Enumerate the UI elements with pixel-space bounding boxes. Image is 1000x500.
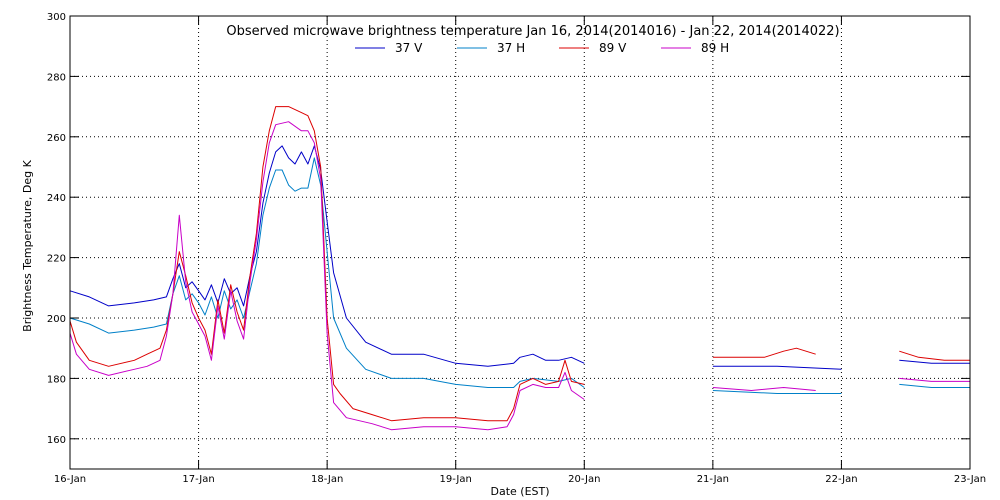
series-line-37-v — [899, 359, 970, 364]
y-tick-label: 240 — [47, 193, 66, 204]
series-lines — [69, 106, 970, 431]
series-line-89-h — [899, 377, 970, 382]
x-tick-label: 19-Jan — [440, 474, 472, 485]
chart-title: Observed microwave brightness temperatur… — [226, 24, 839, 39]
x-tick-label: 22-Jan — [825, 474, 857, 485]
plot-frame — [69, 15, 971, 470]
y-tick-label: 260 — [47, 133, 66, 144]
x-tick-label: 20-Jan — [568, 474, 600, 485]
legend-item: 37 H — [457, 41, 525, 55]
legend-label: 89 V — [599, 41, 627, 55]
series-line-37-v — [712, 365, 842, 370]
legend: 37 V 37 H 89 V 89 H — [355, 41, 729, 55]
series-line-37-v — [69, 145, 585, 367]
grid — [70, 16, 970, 469]
x-tick-label: 23-Jan — [954, 474, 986, 485]
series-line-37-h — [899, 383, 970, 388]
x-axis-label: Date (EST) — [490, 485, 549, 498]
series-line-89-h — [712, 387, 816, 391]
legend-item: 37 V — [355, 41, 423, 55]
series-line-89-v — [899, 350, 970, 361]
y-tick-label: 300 — [47, 12, 66, 23]
series-line-89-v — [712, 347, 816, 358]
y-tick-label: 180 — [47, 374, 66, 385]
y-tick-label: 160 — [47, 435, 66, 446]
x-tick-label: 18-Jan — [311, 474, 343, 485]
legend-label: 89 H — [701, 41, 729, 55]
x-tick-label: 21-Jan — [697, 474, 729, 485]
legend-item: 89 H — [661, 41, 729, 55]
y-tick-label: 200 — [47, 314, 66, 325]
x-tick-label: 17-Jan — [182, 474, 214, 485]
series-line-37-h — [69, 157, 585, 388]
legend-item: 89 V — [559, 41, 627, 55]
series-line-89-v — [69, 106, 585, 422]
x-tick-label: 16-Jan — [54, 474, 86, 485]
series-line-37-h — [712, 390, 842, 394]
y-tick-label: 280 — [47, 72, 66, 83]
axis-ticks: 160 180 200 220 240 260 280 300 16-Jan 17-Jan 18-J… — [47, 12, 986, 485]
legend-label: 37 H — [497, 41, 525, 55]
legend-label: 37 V — [395, 41, 423, 55]
series-line-89-h — [69, 121, 585, 431]
y-axis-label: Brightness Temperature, Deg K — [21, 159, 34, 331]
y-tick-label: 220 — [47, 254, 66, 265]
